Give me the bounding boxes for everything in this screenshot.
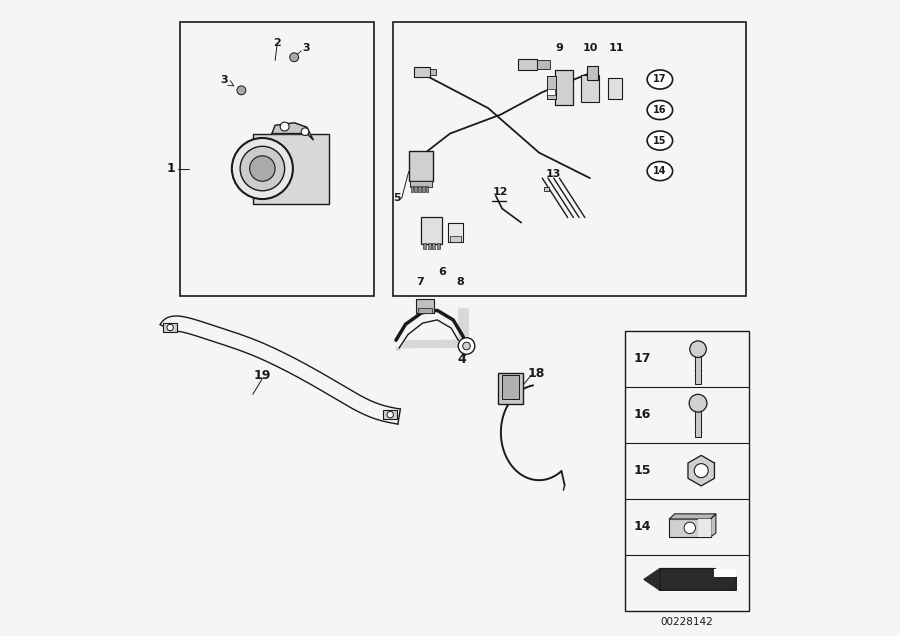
Text: 15: 15 [653,135,667,146]
Circle shape [387,411,393,418]
Bar [418,308,432,313]
Text: 16: 16 [634,408,652,421]
Polygon shape [272,123,313,140]
Bar [581,75,598,102]
Bar [448,223,463,242]
Bar [392,22,746,296]
Circle shape [302,128,309,135]
Ellipse shape [647,70,672,89]
Bar [518,59,537,70]
Bar [537,60,550,69]
Bar [414,67,429,77]
Text: 11: 11 [609,43,625,53]
Bar [383,410,397,419]
Text: 7: 7 [416,277,424,287]
Circle shape [167,324,174,331]
Bar [410,186,413,192]
Text: 00228142: 00228142 [661,617,714,627]
Circle shape [280,122,289,131]
Circle shape [249,156,275,181]
Circle shape [237,86,246,95]
Circle shape [463,342,471,350]
Bar [695,403,701,437]
Bar [625,331,749,611]
Bar [587,66,599,80]
Text: 2: 2 [273,38,281,48]
Text: 18: 18 [527,367,544,380]
Polygon shape [660,569,736,590]
Bar [555,70,572,105]
Text: 10: 10 [582,43,598,53]
Circle shape [232,138,292,199]
Ellipse shape [647,100,672,120]
Circle shape [689,341,706,357]
Text: 3: 3 [220,75,228,85]
Polygon shape [670,514,716,519]
Text: 8: 8 [456,277,464,287]
Bar [670,519,711,537]
Circle shape [694,464,708,478]
Text: 12: 12 [493,187,508,197]
Bar [698,519,711,537]
Bar [426,186,428,192]
Text: 6: 6 [437,267,446,277]
Ellipse shape [647,162,672,181]
Text: 3: 3 [302,43,310,53]
Bar [423,243,427,249]
Text: 17: 17 [634,352,652,365]
Text: 4: 4 [457,354,466,366]
Bar [180,22,374,296]
Bar [253,134,329,204]
Bar [422,186,425,192]
Bar [714,569,736,577]
Bar [163,323,177,332]
Bar [544,187,549,191]
Bar [498,373,523,404]
Circle shape [240,146,284,191]
Polygon shape [644,569,660,590]
Bar [418,186,420,192]
Bar [421,217,442,244]
Circle shape [689,394,706,412]
Text: 9: 9 [555,43,563,53]
Bar [502,375,518,399]
Polygon shape [688,455,715,486]
Text: 14: 14 [634,520,652,533]
Bar [414,186,417,192]
Bar [429,69,436,75]
Polygon shape [711,514,716,537]
Circle shape [684,522,696,534]
Bar [436,243,440,249]
Text: 1: 1 [167,162,176,175]
Bar [547,76,556,99]
Text: 16: 16 [653,105,667,115]
Text: 13: 13 [545,169,561,179]
Text: 17: 17 [653,74,667,85]
Text: 19: 19 [254,369,271,382]
Ellipse shape [647,131,672,150]
Bar [432,243,436,249]
Bar [608,78,622,99]
Bar [695,349,701,384]
Bar [410,181,432,187]
Text: 15: 15 [634,464,652,477]
Bar [417,299,434,313]
Bar [428,243,431,249]
Bar [409,151,433,181]
Bar [547,89,555,95]
Circle shape [290,53,299,62]
Circle shape [458,338,475,354]
Text: 14: 14 [653,166,667,176]
Text: 5: 5 [392,193,400,204]
Bar [450,236,461,242]
